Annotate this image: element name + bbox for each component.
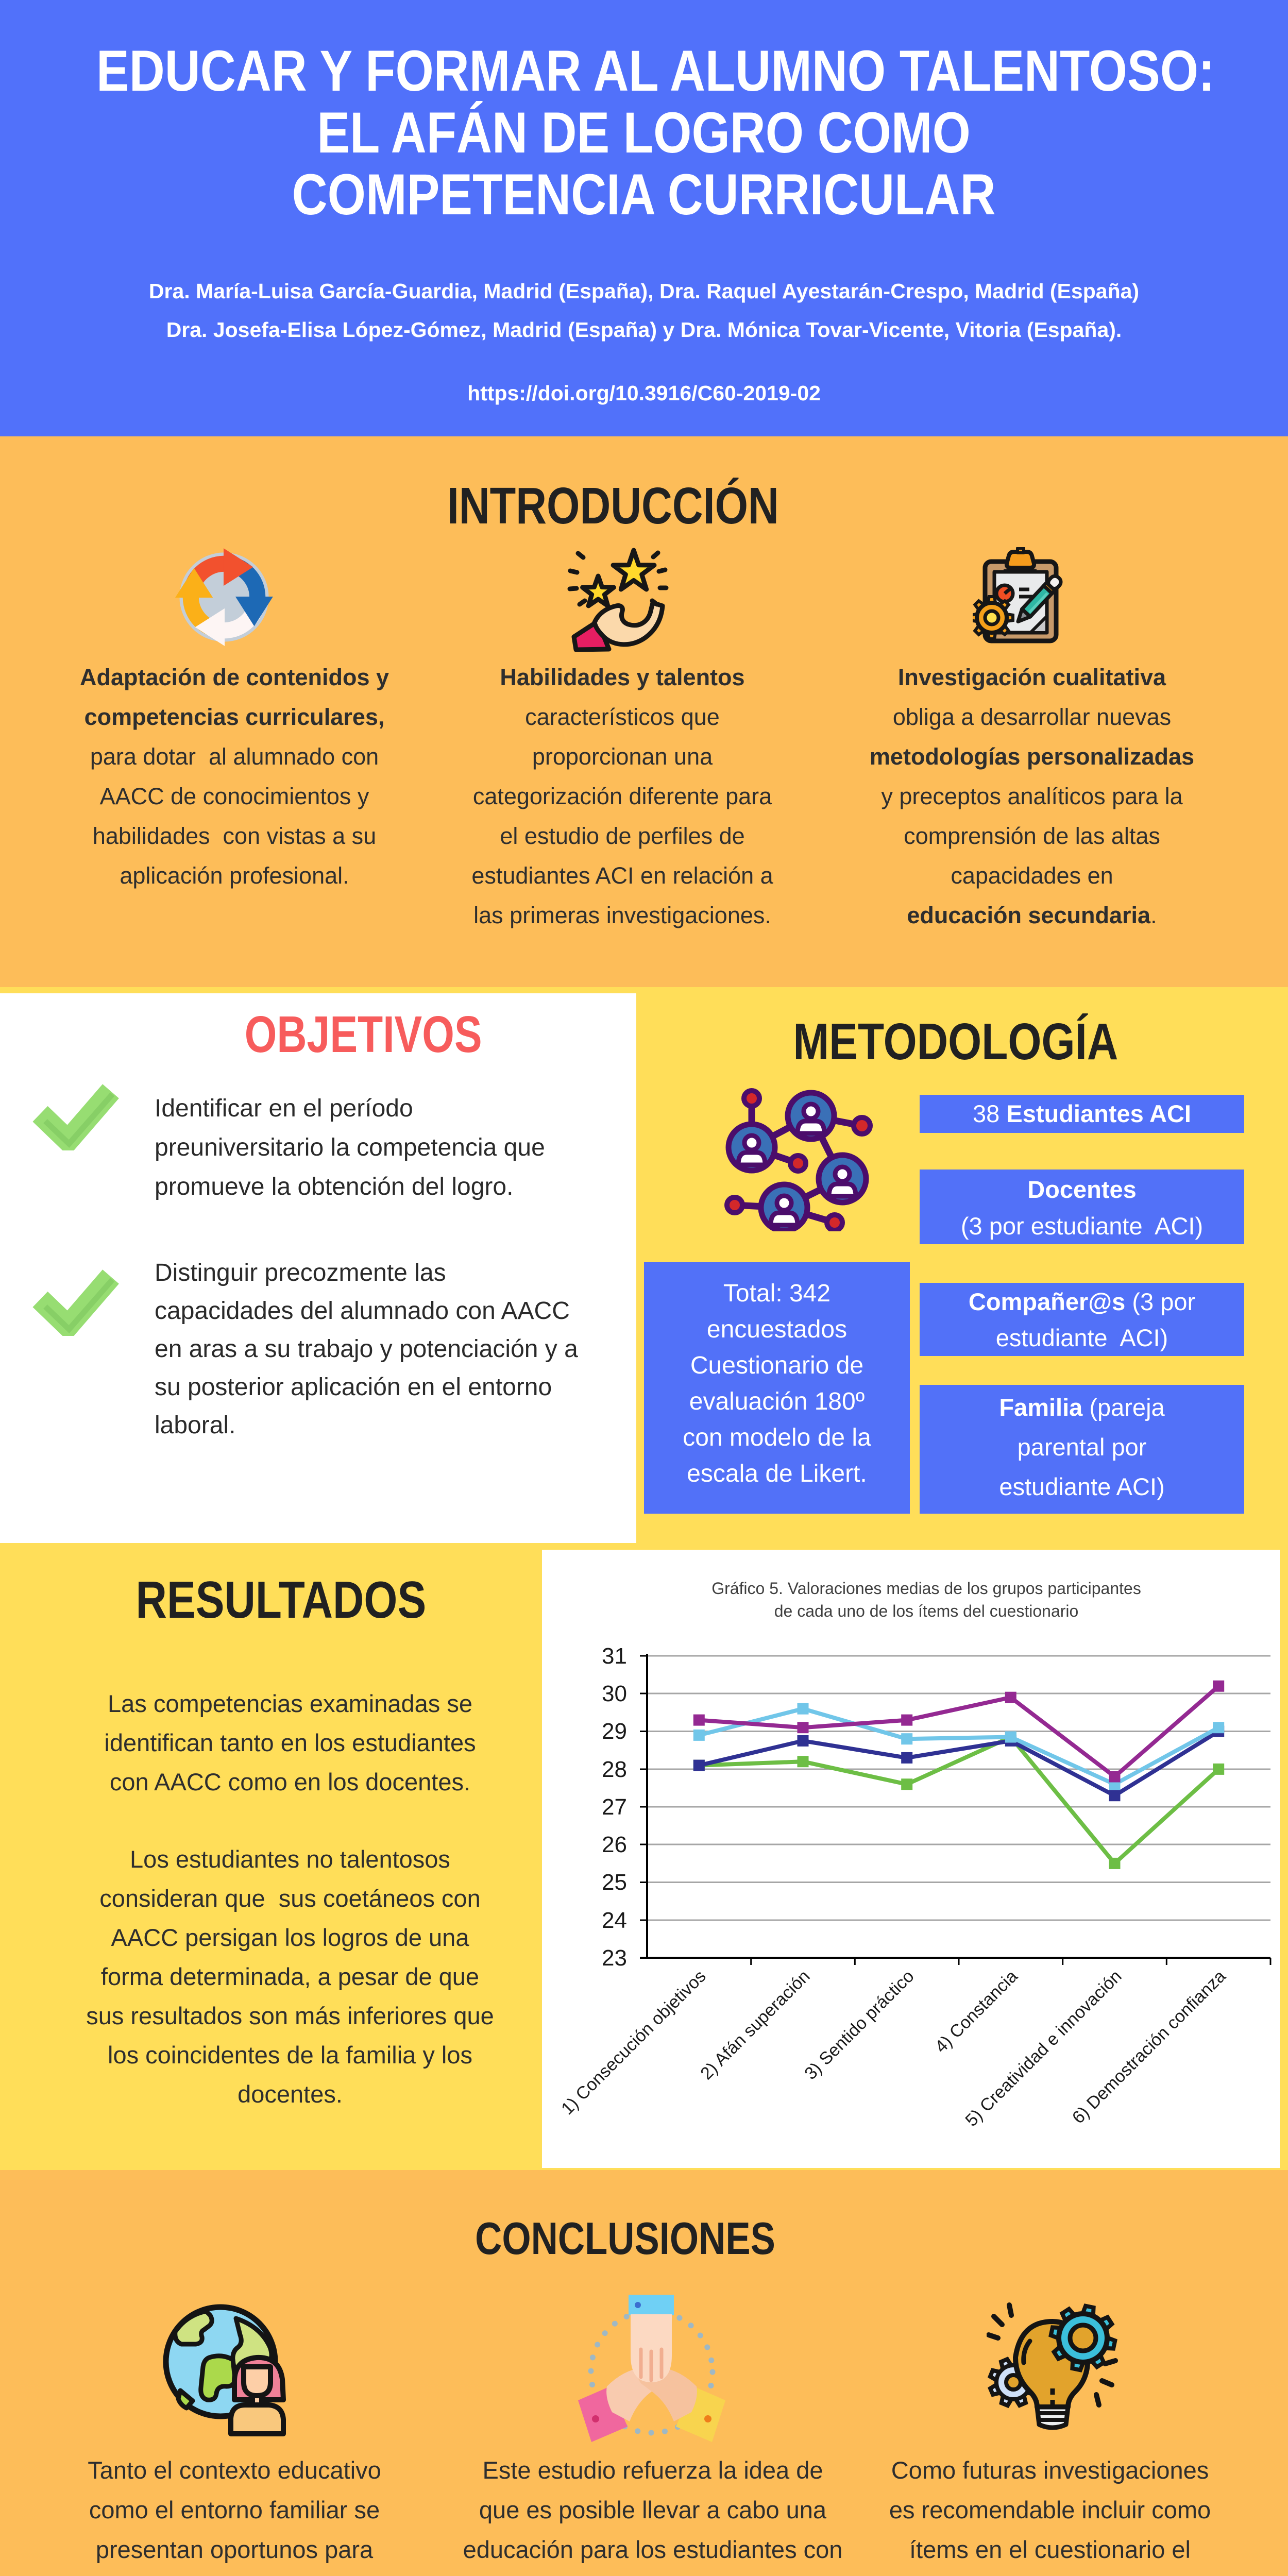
svg-text:28: 28 (602, 1757, 627, 1782)
svg-text:Gráfico 5. Valoraciones medias: Gráfico 5. Valoraciones medias de los gr… (711, 1579, 1141, 1598)
svg-text:23: 23 (602, 1945, 627, 1971)
svg-text:26: 26 (602, 1832, 627, 1857)
svg-text:de cada uno de los ítems del c: de cada uno de los ítems del cuestionari… (774, 1602, 1079, 1620)
svg-text:3) Sentido práctico: 3) Sentido práctico (801, 1967, 918, 2083)
svg-text:25: 25 (602, 1870, 627, 1895)
svg-text:24: 24 (602, 1908, 627, 1933)
svg-text:1) Consecución objetivos: 1) Consecución objetivos (557, 1967, 709, 2119)
svg-text:30: 30 (602, 1681, 627, 1706)
svg-text:29: 29 (602, 1719, 627, 1744)
svg-text:27: 27 (602, 1794, 627, 1820)
svg-text:2) Afán superación: 2) Afán superación (697, 1967, 814, 2083)
svg-text:31: 31 (602, 1643, 627, 1669)
svg-text:4) Constancia: 4) Constancia (931, 1967, 1021, 2057)
